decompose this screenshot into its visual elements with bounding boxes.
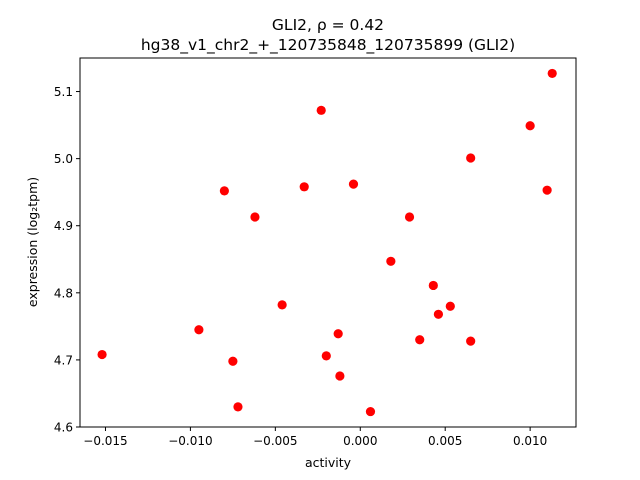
data-point — [233, 402, 243, 412]
data-point — [333, 329, 343, 339]
data-point — [466, 336, 476, 346]
data-point — [228, 356, 238, 366]
chart-subtitle: hg38_v1_chr2_+_120735848_120735899 (GLI2… — [141, 36, 515, 55]
data-point — [386, 256, 396, 266]
x-tick-label: −0.015 — [83, 434, 127, 448]
data-point — [348, 179, 359, 189]
y-tick-label: 4.8 — [54, 286, 73, 300]
data-point — [547, 68, 557, 79]
data-point — [277, 300, 287, 310]
data-point — [525, 121, 535, 131]
x-tick-label: 0.010 — [513, 434, 547, 448]
plot-frame — [79, 57, 577, 428]
x-axis-label: activity — [305, 455, 352, 470]
y-tick-label: 4.7 — [54, 353, 73, 367]
x-tick-label: 0.000 — [343, 434, 377, 448]
data-point — [433, 309, 444, 319]
y-tick-label: 4.6 — [54, 421, 73, 435]
data-point — [250, 212, 260, 222]
y-axis-label: expression (log₂tpm) — [25, 177, 40, 307]
data-point — [404, 212, 415, 222]
x-tick-label: 0.005 — [428, 434, 462, 448]
data-point — [321, 351, 331, 361]
chart-title: GLI2, ρ = 0.42 — [272, 16, 384, 34]
data-point — [97, 349, 107, 360]
y-tick-label: 5.1 — [54, 85, 73, 99]
data-point — [194, 325, 204, 335]
data-point — [335, 371, 345, 381]
data-points — [97, 68, 557, 417]
data-point — [542, 185, 552, 195]
y-tick-label: 5.0 — [54, 152, 73, 166]
data-point — [316, 105, 326, 115]
data-point — [219, 186, 229, 196]
data-point — [466, 153, 476, 163]
x-axis-ticks: −0.015 −0.010 −0.005 0.000 0.005 0.010 — [83, 427, 547, 448]
y-tick-label: 4.9 — [54, 219, 73, 233]
data-point — [445, 301, 455, 311]
data-point — [428, 280, 438, 291]
y-axis-ticks: 4.6 4.7 4.8 4.9 5.0 5.1 — [54, 85, 80, 435]
data-point — [299, 182, 309, 192]
data-point — [365, 406, 376, 417]
data-point — [415, 335, 425, 345]
x-tick-label: −0.010 — [168, 434, 212, 448]
x-tick-label: −0.005 — [253, 434, 297, 448]
